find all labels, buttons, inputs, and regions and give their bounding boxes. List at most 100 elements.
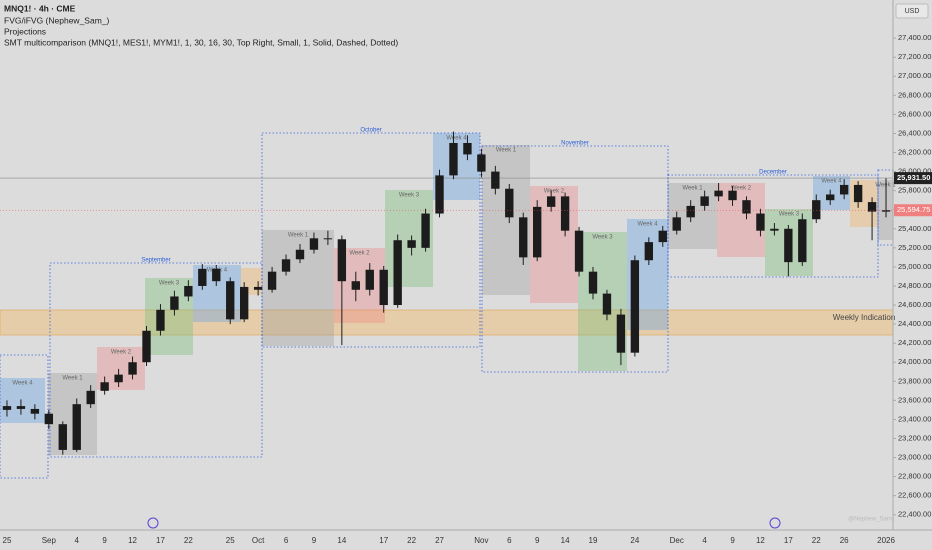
candle-body bbox=[170, 296, 179, 310]
x-tick-label: 22 bbox=[184, 536, 193, 545]
candle-body bbox=[728, 190, 737, 201]
candle-body bbox=[72, 404, 81, 450]
weekly-indication-band bbox=[0, 309, 894, 336]
indicator[interactable]: SMT multicomparison (MNQ1!, MES1!, MYM1!… bbox=[4, 37, 398, 47]
week-box bbox=[48, 373, 97, 455]
event-icon[interactable] bbox=[147, 517, 159, 529]
week-label: Week 1 bbox=[288, 233, 309, 239]
month-label: December bbox=[759, 170, 787, 176]
x-tick-label: 25 bbox=[3, 536, 12, 545]
y-tick-label: 25,000.00 bbox=[898, 262, 931, 271]
band-label: Weekly Indication bbox=[833, 313, 896, 322]
y-tick-label: 23,400.00 bbox=[898, 414, 931, 423]
y-tick-label: 27,000.00 bbox=[898, 71, 931, 80]
candle-body bbox=[44, 413, 54, 425]
candle-body bbox=[560, 196, 570, 231]
x-tick-label: 24 bbox=[630, 536, 639, 545]
x-tick-label: 4 bbox=[702, 536, 707, 545]
candle-body bbox=[435, 175, 444, 214]
candle-body bbox=[519, 217, 528, 258]
week-label: Week 3 bbox=[399, 193, 420, 199]
month-box bbox=[667, 174, 879, 278]
month-label: September bbox=[141, 258, 170, 264]
candles bbox=[2, 131, 891, 455]
candle-body bbox=[337, 239, 347, 282]
candle-body bbox=[239, 286, 249, 320]
candle-body bbox=[281, 259, 291, 272]
x-tick-label: 17 bbox=[784, 536, 793, 545]
x-tick-label: 19 bbox=[589, 536, 598, 545]
candle-body bbox=[309, 238, 319, 250]
y-tick-label: 26,000.00 bbox=[898, 167, 931, 176]
week-box bbox=[0, 378, 45, 423]
week-label: Week 3 bbox=[779, 212, 800, 218]
y-tick-label: 26,200.00 bbox=[898, 148, 931, 157]
candle-body bbox=[30, 408, 40, 414]
event-icon[interactable] bbox=[769, 517, 781, 529]
x-tick-label: 12 bbox=[128, 536, 137, 545]
candle-body bbox=[630, 260, 640, 353]
symbol[interactable]: MNQ1! · 4h · CME bbox=[4, 3, 76, 13]
candle-body bbox=[826, 194, 835, 201]
week-label: Week 4 bbox=[637, 222, 658, 228]
candle-body bbox=[588, 271, 598, 294]
y-tick-label: 27,200.00 bbox=[898, 52, 931, 61]
y-tick-label: 23,200.00 bbox=[898, 433, 931, 442]
candle-body bbox=[574, 230, 584, 272]
candle-body bbox=[421, 213, 430, 248]
candle-body bbox=[253, 286, 263, 290]
candle-body bbox=[616, 314, 626, 353]
week-label: Week 2 bbox=[544, 189, 565, 195]
boxes: Weekly Indication Week 4 Week 1 Week 2 Week … bbox=[0, 128, 896, 479]
y-tick-label: 24,000.00 bbox=[898, 357, 931, 366]
y-tick-label: 22,400.00 bbox=[898, 510, 931, 519]
x-tick-label: 27 bbox=[435, 536, 444, 545]
x-tick-label: 2026 bbox=[877, 536, 895, 545]
x-tick-label: 12 bbox=[756, 536, 765, 545]
x-tick-label: Oct bbox=[252, 536, 265, 545]
week-label: Week 3 bbox=[159, 281, 180, 287]
candle-body bbox=[881, 210, 891, 212]
week-label: Week 1 bbox=[496, 148, 517, 154]
candle-body bbox=[839, 184, 849, 195]
week-label: Week 4 bbox=[821, 179, 842, 185]
candle-body bbox=[128, 362, 137, 375]
candle-body bbox=[407, 240, 416, 248]
candle-body bbox=[463, 142, 472, 155]
y-tick-label: 25,400.00 bbox=[898, 224, 931, 233]
indicator[interactable]: Projections bbox=[4, 26, 46, 36]
candle-body bbox=[812, 200, 821, 220]
y-tick-label: 26,400.00 bbox=[898, 128, 931, 137]
week-label: Week 2 bbox=[731, 186, 752, 192]
candle-body bbox=[212, 268, 221, 282]
currency[interactable]: USD bbox=[905, 8, 920, 15]
week-label: Week 1 bbox=[682, 186, 703, 192]
candle-body bbox=[602, 293, 612, 315]
candle-body bbox=[491, 171, 500, 189]
indicator[interactable]: FVG/iFVG (Nephew_Sam_) bbox=[4, 15, 110, 25]
currency-button[interactable] bbox=[895, 3, 929, 19]
candle-body bbox=[379, 269, 388, 306]
x-tick-label: 9 bbox=[535, 536, 540, 545]
week-label: Week 2 bbox=[349, 251, 370, 257]
y-tick-label: 25,800.00 bbox=[898, 186, 931, 195]
week-label: Week 4 bbox=[12, 381, 33, 387]
candle-body bbox=[756, 213, 765, 231]
candle-body bbox=[365, 269, 374, 290]
y-tick-label: 23,800.00 bbox=[898, 376, 931, 385]
y-tick-label: 22,800.00 bbox=[898, 472, 931, 481]
month-box bbox=[49, 262, 263, 458]
axes: 25 Sep 4 9 12 17 22 25 Oct 6 9 14 17 22 27 Nov 6 9 14 19 24 D… bbox=[0, 33, 932, 545]
candle-body bbox=[505, 188, 514, 218]
x-tick-label: 6 bbox=[507, 536, 512, 545]
candle-body bbox=[700, 196, 709, 206]
candle-body bbox=[198, 268, 207, 286]
week-label: Week 2 bbox=[111, 350, 132, 356]
candle-body bbox=[867, 202, 877, 212]
candle-body bbox=[58, 424, 67, 450]
x-tick-label: 9 bbox=[102, 536, 107, 545]
x-tick-label: 9 bbox=[312, 536, 317, 545]
candle-body bbox=[226, 281, 235, 320]
x-tick-label: 9 bbox=[730, 536, 735, 545]
last-price-label: 25,594.75 bbox=[897, 205, 930, 214]
